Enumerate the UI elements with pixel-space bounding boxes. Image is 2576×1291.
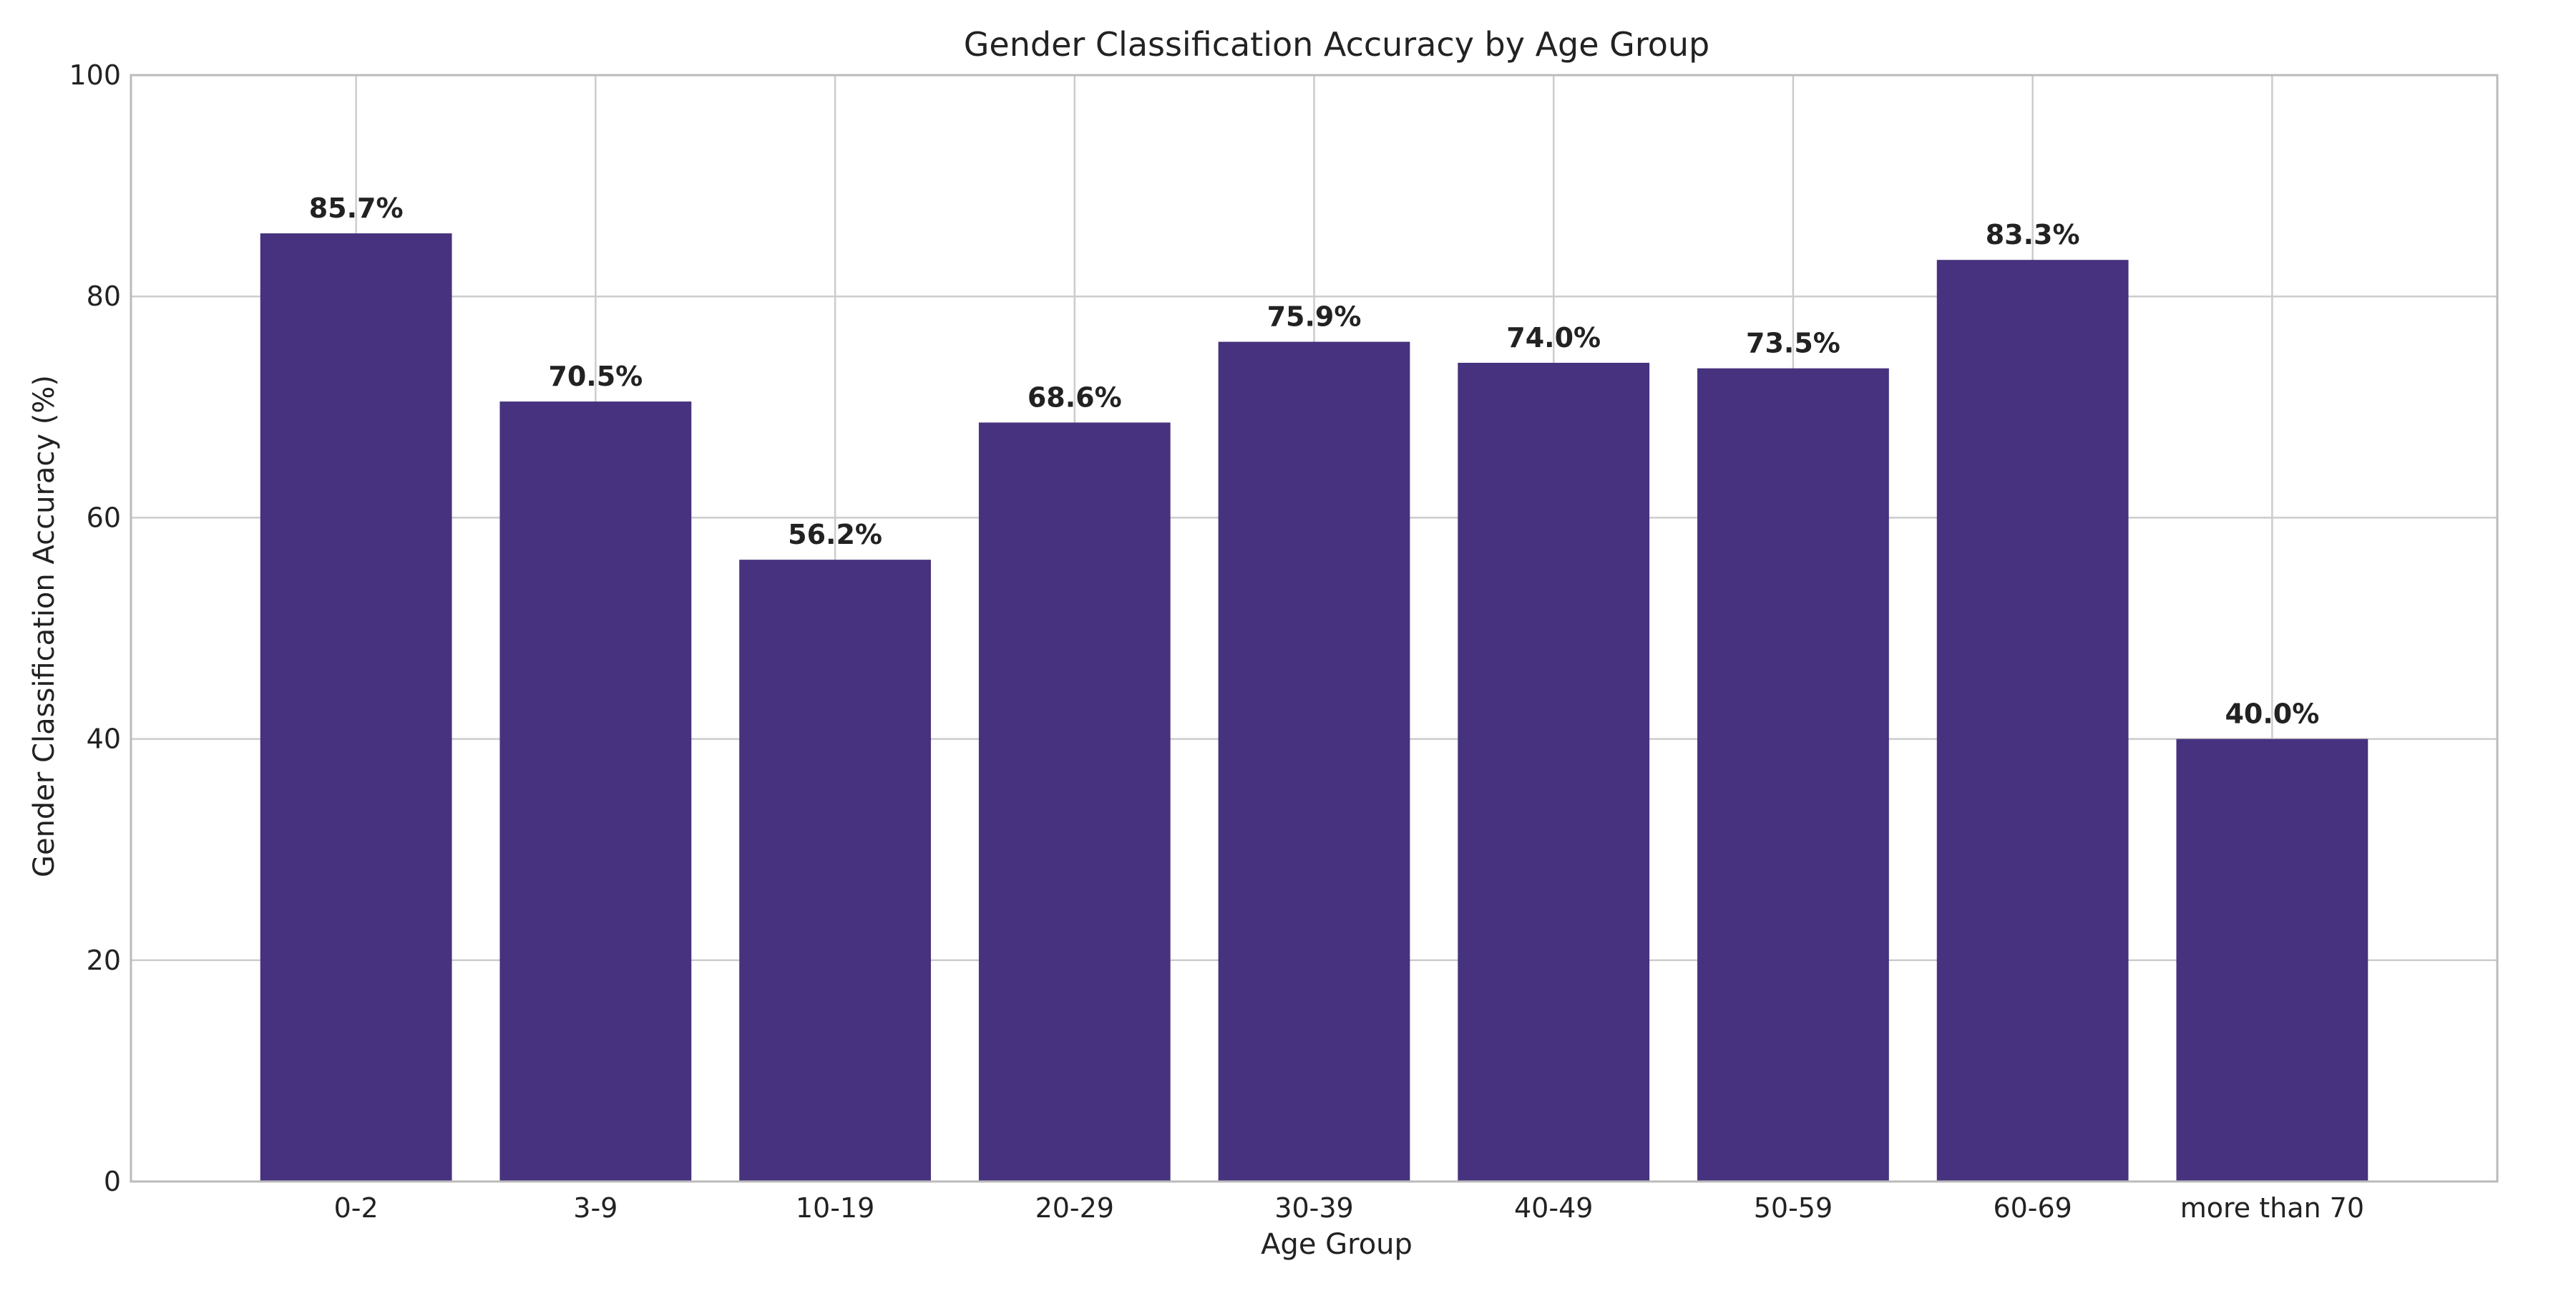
bar-30-39: [1218, 341, 1410, 1182]
x-tick-label: 50-59: [1754, 1192, 1833, 1224]
bar-more-than-70: [2176, 739, 2368, 1182]
x-tick-label: 60-69: [1993, 1192, 2072, 1224]
data-labels: 85.7% 70.5% 56.2% 68.6% 75.9% 74.0% 73.5% 83.3%…: [309, 193, 2320, 730]
x-tick-label: 10-19: [796, 1192, 874, 1224]
y-tick-label: 80: [87, 281, 121, 312]
bar-60-69: [1936, 260, 2129, 1182]
data-label: 68.6%: [1028, 381, 1122, 413]
bar-20-29: [978, 422, 1171, 1182]
y-tick-label: 20: [87, 945, 121, 976]
y-tick-label: 60: [87, 502, 121, 533]
bar-40-49: [1458, 362, 1650, 1182]
x-axis-label: Age Group: [1261, 1228, 1413, 1261]
x-tick-label: 0-2: [334, 1192, 379, 1224]
data-label: 85.7%: [309, 193, 404, 224]
data-label: 70.5%: [548, 361, 643, 392]
x-tick-label: 20-29: [1035, 1192, 1114, 1224]
data-label: 83.3%: [1986, 219, 2080, 250]
bar-10-19: [739, 560, 931, 1182]
chart-title: Gender Classification Accuracy by Age Gr…: [964, 25, 1709, 64]
data-label: 74.0%: [1506, 322, 1601, 354]
y-axis-label: Gender Classification Accuracy (%): [28, 375, 61, 877]
data-label: 75.9%: [1267, 301, 1362, 333]
x-tick-label: 40-49: [1514, 1192, 1593, 1224]
x-tick-label: more than 70: [2180, 1192, 2364, 1224]
bars: [260, 233, 2368, 1182]
data-label: 40.0%: [2225, 698, 2319, 730]
plot-frame: [130, 74, 2499, 1183]
tick-labels: 0 20 40 60 80 100 0-2 3-9 10-19 20-29 30-39 40-49 50…: [69, 59, 2364, 1224]
bar-0-2: [260, 233, 452, 1182]
y-tick-label: 100: [69, 59, 121, 91]
bar-50-59: [1697, 368, 1889, 1182]
x-tick-label: 30-39: [1274, 1192, 1353, 1224]
y-tick-label: 0: [104, 1166, 121, 1197]
bar-3-9: [499, 401, 692, 1182]
y-tick-label: 40: [87, 724, 121, 755]
data-label: 56.2%: [788, 519, 882, 550]
data-label: 73.5%: [1746, 328, 1840, 359]
x-tick-label: 3-9: [573, 1192, 618, 1224]
